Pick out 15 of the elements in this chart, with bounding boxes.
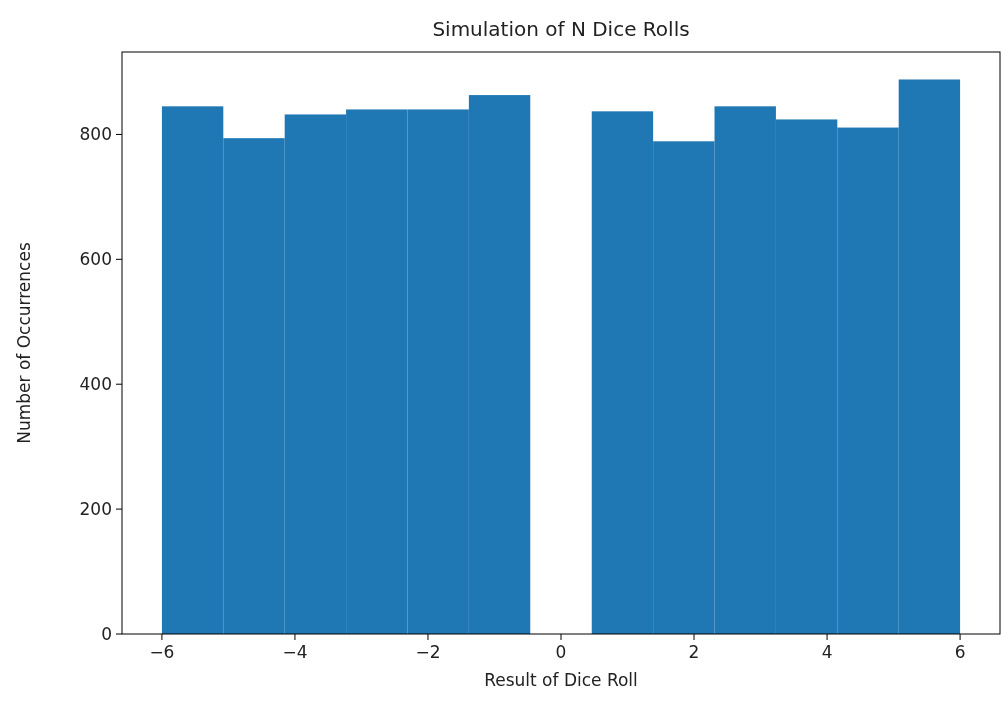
y-tick-label: 800 [79, 124, 112, 145]
x-tick-label: −6 [149, 642, 175, 662]
x-tick-label: −4 [282, 642, 308, 662]
y-tick-label: 400 [79, 374, 112, 395]
x-tick-label: 4 [821, 642, 833, 662]
y-tick-label: 200 [79, 499, 112, 520]
x-tick-label: 6 [954, 642, 966, 662]
x-tick-label: −2 [415, 642, 441, 662]
y-tick-label: 0 [101, 624, 112, 644]
chart-title: Simulation of N Dice Rolls [432, 17, 690, 41]
y-axis-title: Number of Occurrences [14, 242, 34, 444]
y-tick-label: 600 [79, 249, 112, 270]
x-tick-label: 0 [555, 642, 567, 662]
x-tick-label: 2 [688, 642, 700, 662]
x-axis-title: Result of Dice Roll [484, 670, 638, 690]
